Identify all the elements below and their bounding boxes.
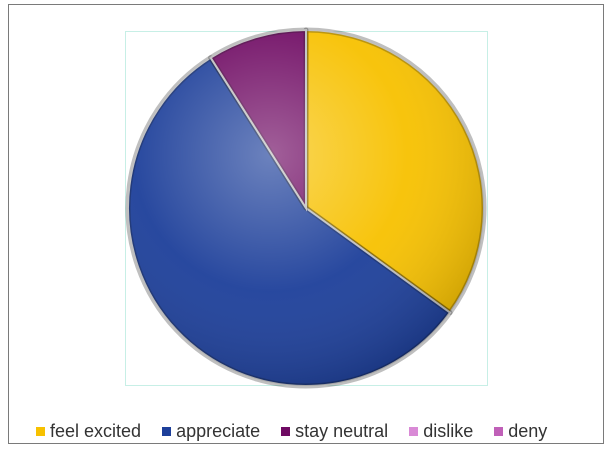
legend-item-stay-neutral: stay neutral: [281, 421, 388, 442]
legend-label: deny: [508, 420, 548, 441]
legend-swatch: [494, 426, 504, 436]
pie-gloss: [128, 30, 484, 386]
legend-item-deny: deny: [494, 421, 547, 442]
legend-swatch: [409, 426, 419, 436]
legend-label: dislike: [423, 420, 474, 441]
legend-label: feel excited: [50, 420, 142, 441]
legend-swatch: [281, 426, 291, 436]
legend-item-appreciate: appreciate: [162, 421, 260, 442]
legend-item-dislike: dislike: [409, 421, 473, 442]
legend-item-feel-excited: feel excited: [36, 421, 141, 442]
legend-swatch: [36, 426, 45, 436]
legend: feel excited appreciate stay neutral dislik…: [36, 420, 568, 442]
legend-label: appreciate: [176, 420, 261, 441]
legend-swatch: [162, 426, 172, 436]
legend-label: stay neutral: [295, 420, 389, 441]
